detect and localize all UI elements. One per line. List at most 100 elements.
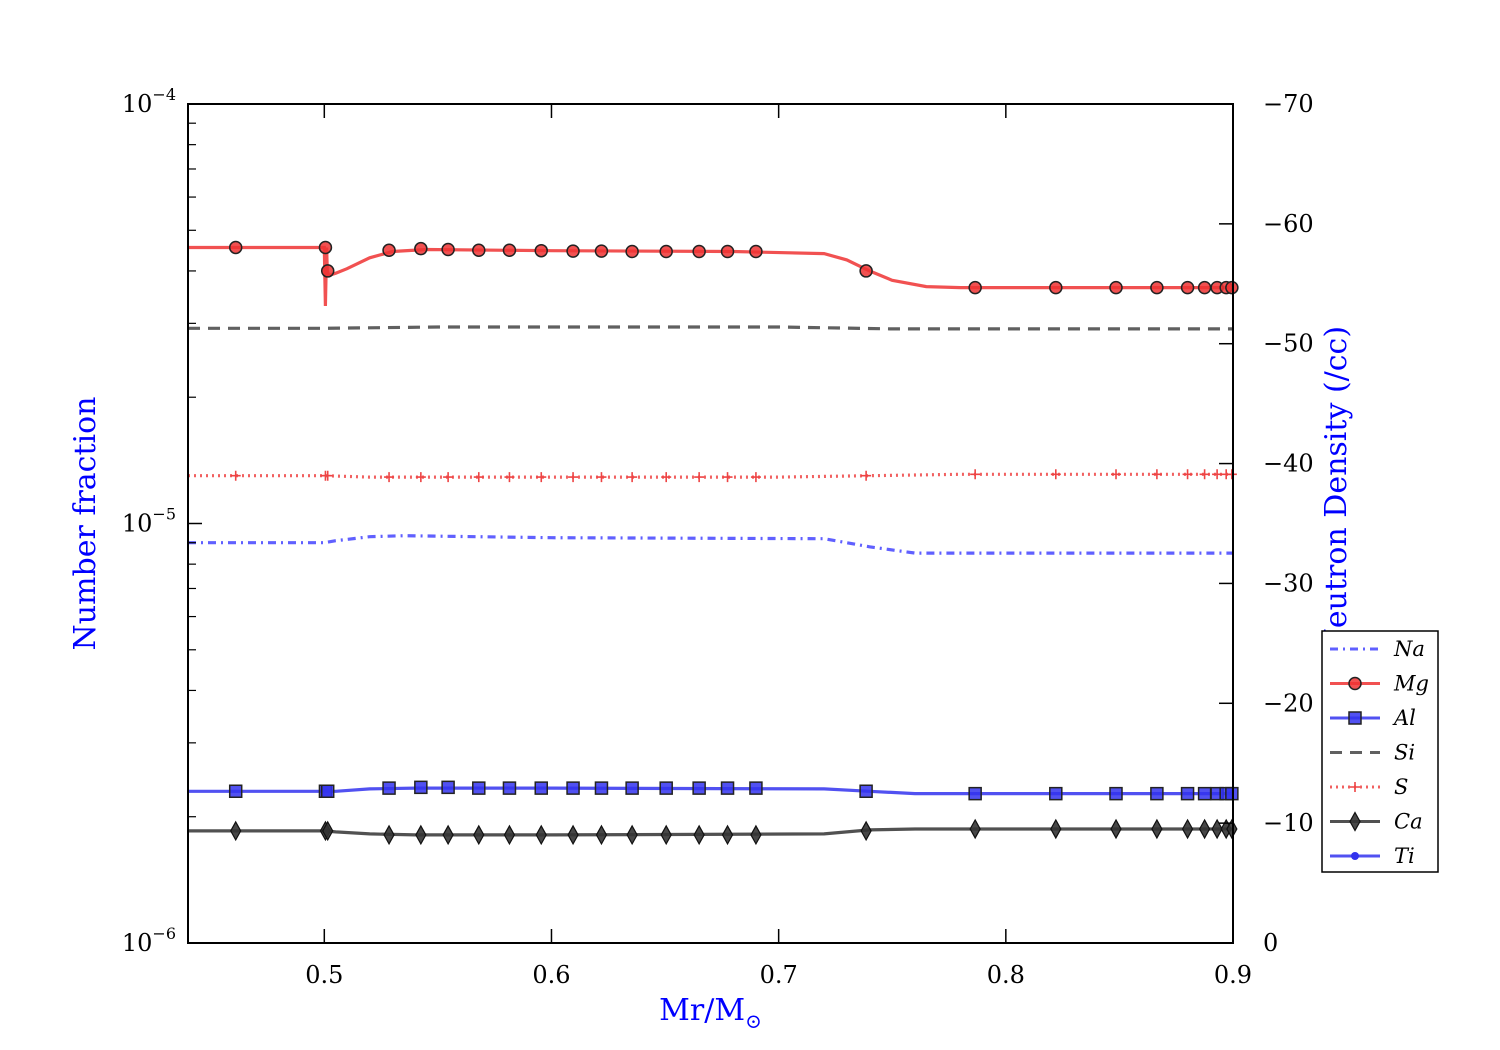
y-right-tick-label: 0: [1263, 929, 1278, 957]
data-point-ca: [473, 824, 485, 846]
series-al: [188, 780, 1239, 801]
data-point-al: [859, 784, 873, 799]
data-point-s: [322, 470, 333, 481]
y-left-tick-exp: −5: [152, 505, 176, 524]
y-right-tick-label: −30: [1263, 569, 1314, 597]
data-point-s: [661, 472, 672, 483]
data-point-s: [627, 472, 638, 483]
data-point-ca: [969, 818, 981, 840]
x-axis-title-sun-symbol: ⊙: [745, 1009, 762, 1033]
legend-marker: [1351, 852, 1359, 860]
data-point-mg: [382, 243, 396, 258]
data-point-al: [566, 781, 580, 795]
data-point-mg: [414, 241, 428, 256]
data-point-ca: [1198, 818, 1211, 840]
y-left-tick-label: 10−4: [122, 85, 176, 118]
data-point-al: [382, 781, 396, 795]
data-point-mg: [692, 244, 706, 259]
data-point-mg: [1197, 280, 1212, 295]
data-point-s: [415, 472, 426, 483]
legend-label: Ca: [1394, 810, 1423, 834]
data-point-al: [1197, 786, 1212, 801]
legend-label: Si: [1394, 741, 1415, 765]
data-point-mg: [1150, 280, 1164, 295]
series-line-s: [188, 472, 1233, 479]
data-point-s: [1199, 469, 1210, 480]
data-point-mg: [318, 240, 333, 255]
data-point-ca: [750, 824, 762, 846]
y-left-tick-exp: −4: [152, 85, 176, 104]
data-point-al: [1225, 786, 1239, 801]
y-left-tick-base: 10: [122, 90, 153, 118]
data-point-al: [968, 786, 982, 801]
data-point-mg: [534, 243, 549, 258]
series-mg: [188, 240, 1239, 307]
legend-marker: [1349, 811, 1361, 832]
data-point-ca: [595, 824, 608, 846]
series-layer: [188, 240, 1239, 846]
legend-marker: [1350, 782, 1360, 792]
data-point-s: [596, 472, 607, 483]
x-tick-label: 0.6: [532, 961, 570, 989]
data-point-ca: [567, 824, 579, 846]
data-point-al: [441, 780, 455, 795]
data-point-s: [1226, 469, 1237, 480]
data-point-ca: [383, 824, 395, 846]
data-point-ca: [693, 824, 705, 846]
series-si: [188, 325, 1233, 331]
data-point-mg: [859, 264, 873, 278]
data-point-mg: [320, 264, 335, 278]
x-tick-label: 0.9: [1214, 961, 1252, 989]
data-point-al: [228, 784, 243, 799]
data-point-ca: [1151, 818, 1163, 840]
data-point-s: [1182, 469, 1193, 480]
data-point-ca: [322, 820, 334, 842]
data-point-s: [536, 472, 547, 483]
data-point-s: [722, 472, 733, 483]
y-right-tick-label: −50: [1263, 330, 1314, 358]
data-point-s: [568, 472, 579, 483]
data-point-al: [594, 781, 609, 795]
data-point-al: [720, 781, 735, 795]
data-point-mg: [502, 243, 517, 258]
data-point-ca: [1110, 818, 1122, 840]
data-point-s: [504, 472, 515, 483]
data-point-al: [320, 784, 335, 799]
legend-label: Mg: [1393, 672, 1429, 696]
tick-layer: 0.5 0.6 0.7 0.8 0.910−610−510−40−10−20−30−40…: [122, 85, 1314, 989]
data-point-mg: [1225, 280, 1239, 295]
data-point-s: [1111, 469, 1122, 480]
data-point-s: [443, 472, 454, 483]
x-axis-title: Mr/M⊙: [659, 993, 762, 1033]
data-point-ca: [503, 824, 516, 846]
data-point-mg: [441, 242, 455, 257]
data-point-s: [1151, 469, 1162, 480]
y-right-tick-label: −40: [1263, 450, 1314, 478]
data-point-mg: [720, 244, 735, 259]
data-point-s: [750, 472, 761, 483]
data-point-s: [970, 469, 981, 480]
data-point-al: [749, 781, 763, 795]
data-point-al: [472, 781, 486, 795]
y-right-tick-label: −20: [1263, 689, 1314, 717]
data-point-al: [1150, 786, 1164, 801]
data-point-al: [534, 781, 549, 795]
data-point-mg: [749, 244, 763, 259]
y-left-tick-label: 10−6: [122, 924, 176, 957]
data-point-mg: [228, 240, 243, 255]
legend-label: S: [1394, 775, 1408, 799]
y-left-tick-exp: −6: [152, 924, 176, 943]
data-point-ca: [660, 824, 672, 846]
series-line-al: [188, 786, 1233, 796]
data-point-ca: [415, 824, 427, 846]
x-tick-label: 0.5: [305, 961, 343, 989]
data-point-al: [1049, 786, 1063, 801]
legend-marker: [1348, 676, 1362, 691]
data-point-ca: [442, 824, 454, 846]
data-point-al: [414, 780, 428, 795]
series-line-mg: [188, 245, 1233, 307]
y-axis-left-title: Number fraction: [68, 396, 103, 650]
data-point-mg: [1109, 280, 1123, 295]
x-tick-label: 0.8: [987, 961, 1025, 989]
